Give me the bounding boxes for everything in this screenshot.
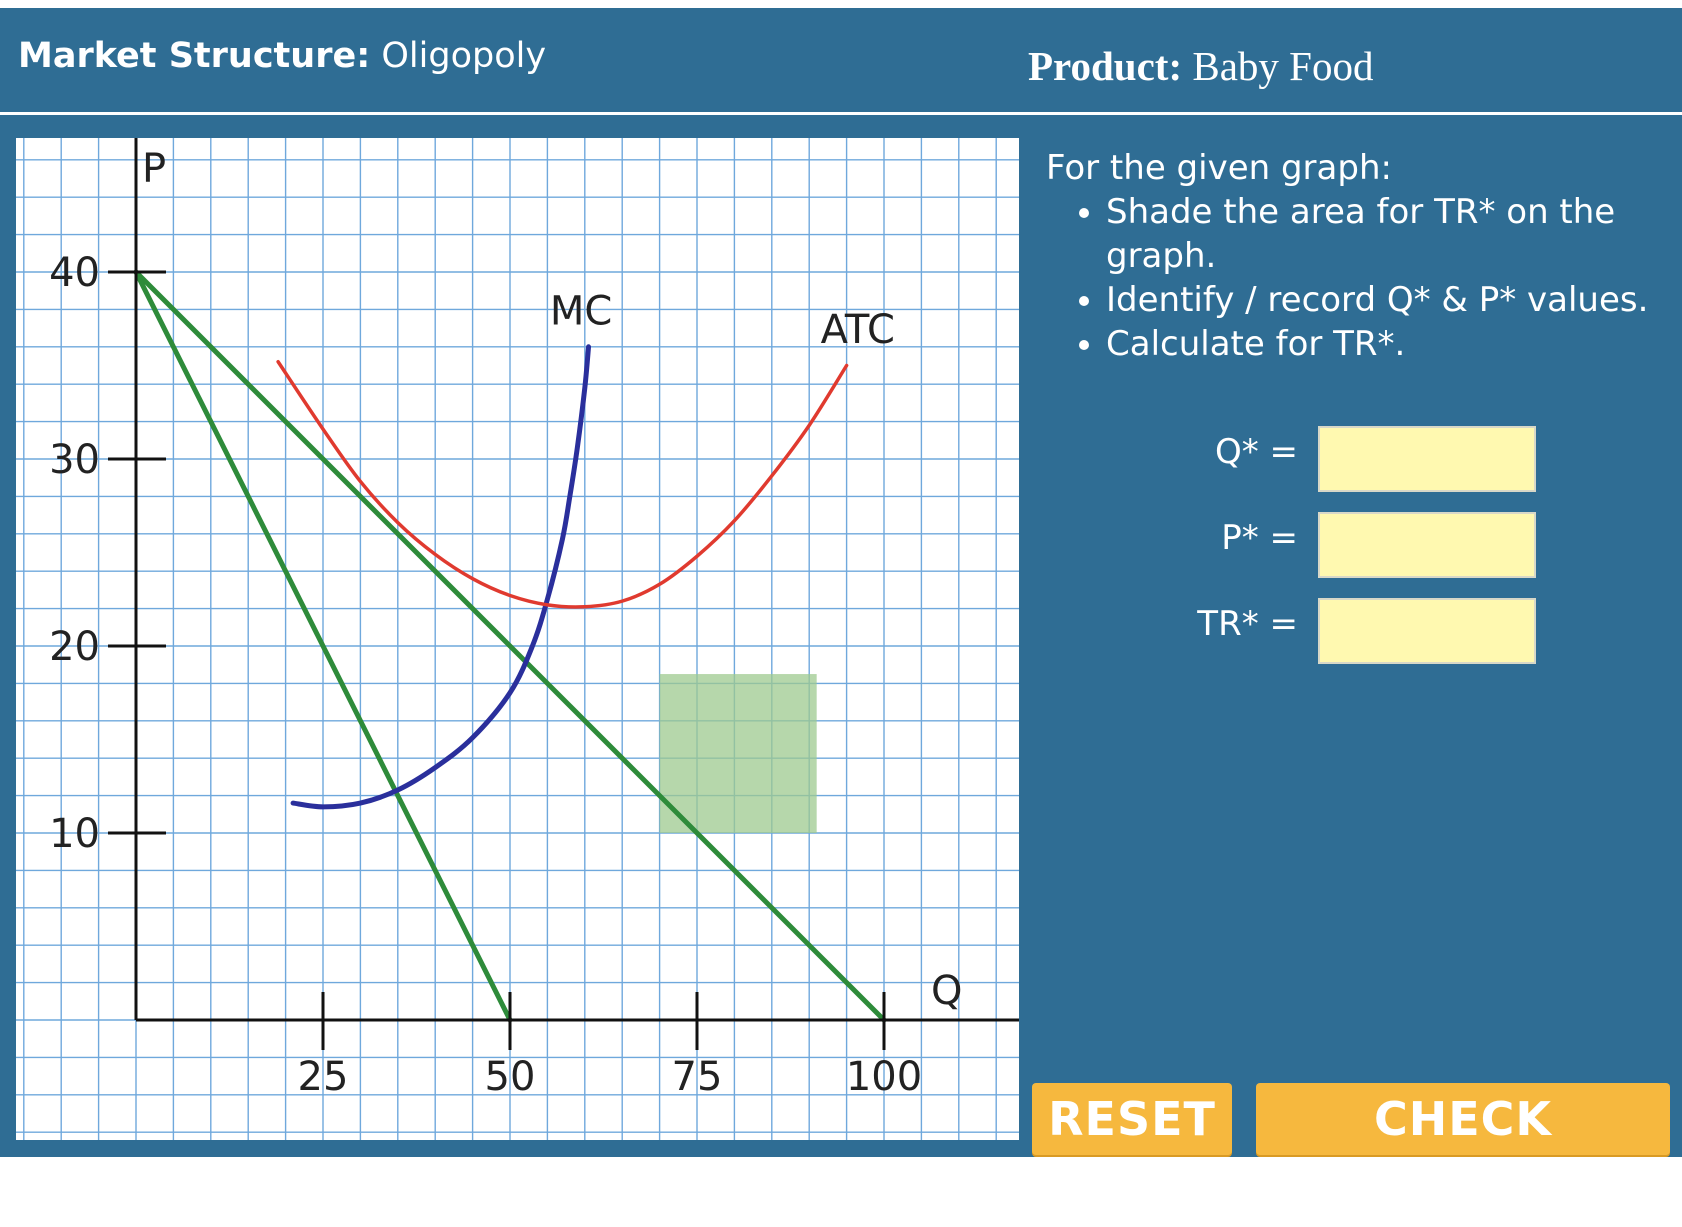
product: Product: Baby Food [1028, 42, 1373, 90]
y-axis-label: P [142, 146, 166, 192]
q-star-input[interactable] [1318, 426, 1536, 492]
x-tick-label: 50 [485, 1054, 536, 1100]
x-tick-label: 100 [846, 1054, 922, 1100]
atc-curve [276, 360, 849, 609]
grid-lines [16, 138, 1019, 1140]
x-axis-label: Q [931, 968, 962, 1014]
instructions-intro: For the given graph: [1046, 148, 1392, 188]
x-tick-label: 75 [672, 1054, 723, 1100]
instructions: For the given graph: Shade the area for … [1046, 146, 1676, 366]
p-star-label: P* = [1221, 518, 1298, 558]
marginal-revenue-curve [133, 269, 513, 1023]
q-star-label: Q* = [1214, 432, 1298, 472]
y-tick-label: 20 [49, 624, 100, 670]
tr-star-input[interactable] [1318, 598, 1536, 664]
instruction-item: Identify / record Q* & P* values. [1106, 278, 1676, 322]
product-value: Baby Food [1192, 43, 1374, 89]
demand-curve [133, 269, 887, 1023]
mc-curve [290, 344, 592, 810]
axes [108, 138, 1019, 1050]
y-tick-label: 10 [49, 811, 100, 857]
market-structure: Market Structure: Oligopoly [18, 36, 546, 76]
market-structure-value: Oligopoly [381, 36, 547, 76]
x-tick-label: 25 [298, 1054, 349, 1100]
curves [133, 269, 887, 1023]
tr-shade-rect[interactable] [659, 674, 817, 833]
tr-shaded-region[interactable] [659, 674, 817, 833]
main-panel: Market Structure: Oligopoly Product: Bab… [0, 8, 1682, 1218]
graph-svg[interactable]: 25 50 75 100 10 20 30 40 P Q MC ATC [16, 138, 1019, 1140]
y-tick-label: 30 [49, 437, 100, 483]
instruction-item: Shade the area for TR* on the graph. [1106, 190, 1676, 278]
y-tick-label: 40 [49, 250, 100, 296]
reset-button[interactable]: RESET [1032, 1083, 1232, 1155]
product-label: Product: [1028, 43, 1183, 89]
mc-label: MC [550, 288, 612, 334]
market-structure-label: Market Structure: [18, 36, 371, 76]
chart-labels: 25 50 75 100 10 20 30 40 P Q MC ATC [49, 146, 962, 1100]
p-star-input[interactable] [1318, 512, 1536, 578]
tr-star-label: TR* = [1197, 604, 1298, 644]
header-divider [0, 112, 1682, 115]
atc-label: ATC [821, 307, 895, 353]
check-answer-button[interactable]: CHECK ANSWER [1256, 1083, 1670, 1218]
app-root: Market Structure: Oligopoly Product: Bab… [0, 0, 1682, 1157]
instruction-item: Calculate for TR*. [1106, 322, 1676, 366]
graph-area[interactable]: 25 50 75 100 10 20 30 40 P Q MC ATC [16, 138, 1019, 1140]
instructions-list: Shade the area for TR* on the graph. Ide… [1046, 190, 1676, 366]
